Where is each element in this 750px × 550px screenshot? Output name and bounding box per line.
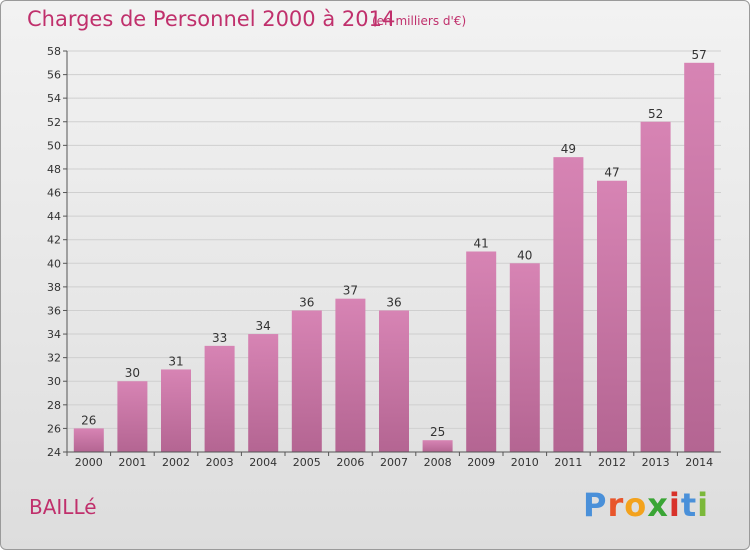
value-label: 49 — [561, 142, 576, 156]
x-tick-label: 2003 — [206, 456, 234, 469]
x-tick-label: 2011 — [554, 456, 582, 469]
value-label: 47 — [604, 166, 619, 180]
x-tick-label: 2006 — [336, 456, 364, 469]
y-tick-label: 44 — [47, 210, 61, 223]
value-label: 36 — [299, 295, 314, 309]
value-label: 40 — [517, 248, 532, 262]
bar-2006 — [335, 298, 366, 452]
proxiti-logo: Proxiti — [583, 486, 709, 524]
chart-subtitle: (en milliers d'€) — [372, 14, 467, 28]
bars — [73, 62, 715, 452]
value-label: 26 — [81, 413, 96, 427]
bar-2008 — [422, 440, 453, 452]
x-tick-label: 2004 — [249, 456, 277, 469]
bar-2000 — [73, 428, 104, 452]
bar-2014 — [684, 62, 715, 452]
bar-2009 — [466, 251, 497, 452]
logo-letter: x — [647, 486, 669, 524]
y-tick-label: 24 — [47, 446, 61, 459]
value-label: 57 — [692, 48, 707, 62]
value-label: 25 — [430, 425, 445, 439]
x-tick-label: 2010 — [511, 456, 539, 469]
logo-letter: o — [624, 486, 648, 524]
x-tick-label: 2008 — [424, 456, 452, 469]
value-label: 52 — [648, 107, 663, 121]
y-tick-label: 28 — [47, 399, 61, 412]
x-tick-label: 2002 — [162, 456, 190, 469]
value-label: 33 — [212, 331, 227, 345]
axes: 24 26 28 30 32 34 36 38 40 42 44 46 48 50 52 54 56 58 2000… — [47, 45, 721, 469]
bar-2005 — [291, 310, 322, 452]
bar-2007 — [379, 310, 409, 452]
value-label: 36 — [386, 295, 401, 309]
y-tick-label: 54 — [47, 92, 61, 105]
y-tick-label: 42 — [47, 234, 61, 247]
x-tick-label: 2009 — [467, 456, 495, 469]
value-label: 34 — [256, 319, 271, 333]
logo-letter: i — [697, 486, 710, 524]
y-tick-label: 56 — [47, 69, 61, 82]
y-tick-label: 38 — [47, 281, 61, 294]
y-tick-label: 34 — [47, 328, 61, 341]
x-tick-label: 2007 — [380, 456, 408, 469]
x-tick-label: 2014 — [685, 456, 713, 469]
logo-letter: i — [668, 486, 681, 524]
y-tick-label: 50 — [47, 139, 61, 152]
bar-2003 — [204, 345, 235, 452]
y-tick-label: 46 — [47, 187, 61, 200]
logo-letter: r — [607, 486, 625, 524]
bar-2001 — [117, 381, 148, 452]
bar-2011 — [553, 157, 584, 452]
y-tick-label: 30 — [47, 375, 61, 388]
bar-2010 — [509, 263, 540, 452]
y-tick-label: 40 — [47, 257, 61, 270]
value-label: 37 — [343, 284, 358, 298]
bar-2012 — [597, 180, 627, 452]
logo-letter: t — [680, 486, 698, 524]
x-tick-label: 2000 — [75, 456, 103, 469]
value-label: 31 — [168, 354, 183, 368]
y-tick-label: 48 — [47, 163, 61, 176]
bar-2002 — [161, 369, 191, 452]
value-label: 41 — [474, 237, 489, 251]
y-tick-label: 26 — [47, 422, 61, 435]
bar-2004 — [248, 334, 279, 452]
y-tick-label: 36 — [47, 304, 61, 317]
y-tick-label: 52 — [47, 116, 61, 129]
commune-name: BAILLé — [29, 495, 97, 519]
x-tick-label: 2001 — [118, 456, 146, 469]
x-tick-label: 2005 — [293, 456, 321, 469]
y-tick-label: 58 — [47, 45, 61, 58]
logo-letter: P — [583, 486, 608, 524]
value-label: 30 — [125, 366, 140, 380]
x-tick-label: 2012 — [598, 456, 626, 469]
value-labels: 26 30 31 33 34 36 37 36 25 41 40 49 47 52 57 — [81, 48, 707, 439]
x-tick-label: 2013 — [642, 456, 670, 469]
chart-title: Charges de Personnel 2000 à 2014 — [27, 7, 396, 31]
y-tick-label: 32 — [47, 352, 61, 365]
bar-2013 — [640, 121, 671, 452]
